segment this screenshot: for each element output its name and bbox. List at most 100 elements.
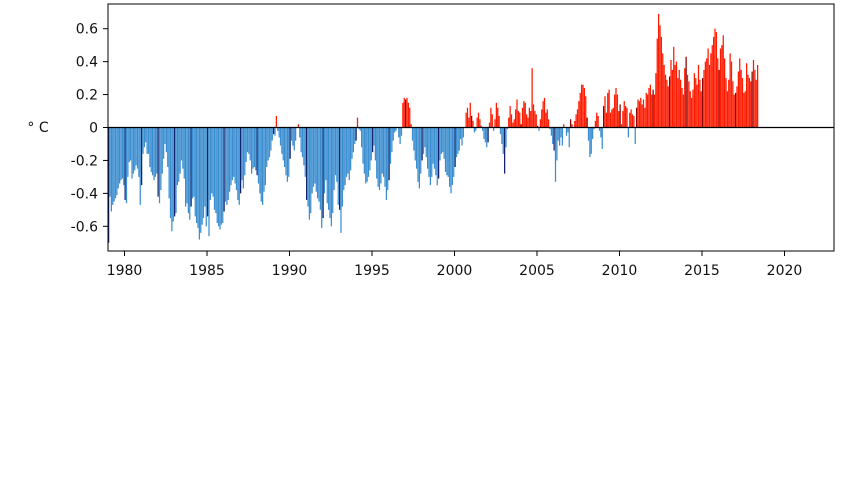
bar (567, 127, 569, 133)
bar (743, 92, 745, 128)
bar (267, 127, 269, 161)
bar (748, 78, 751, 128)
bar (663, 64, 665, 128)
bar (477, 112, 480, 128)
bar (135, 127, 137, 166)
bar (629, 112, 631, 128)
bar (633, 115, 635, 128)
bar (279, 127, 282, 146)
bar (202, 127, 205, 219)
bar (223, 127, 225, 212)
bar (329, 127, 331, 219)
bar (454, 127, 456, 168)
bar (286, 127, 289, 182)
bar (253, 127, 256, 168)
x-tick-label: 1985 (189, 263, 225, 279)
bar (685, 56, 687, 128)
bar (161, 127, 163, 174)
bar (559, 127, 561, 146)
bar (257, 127, 260, 184)
bar (424, 127, 426, 148)
bar (519, 112, 521, 128)
bar (636, 107, 638, 128)
bar (680, 79, 682, 128)
bar (508, 117, 510, 128)
bar (581, 84, 583, 128)
bar (699, 79, 701, 128)
bar (571, 124, 573, 128)
bar (531, 68, 533, 128)
bar (649, 84, 652, 128)
bar (380, 127, 382, 184)
y-axis-label: ° C (27, 120, 48, 136)
bar (728, 79, 730, 128)
bar (132, 127, 135, 174)
bar (471, 115, 473, 128)
bar (446, 127, 448, 176)
bar (117, 127, 119, 189)
bar (443, 127, 445, 159)
bar (190, 127, 192, 207)
bar (755, 79, 757, 128)
bar (611, 109, 613, 128)
bar (689, 91, 691, 128)
x-tick-label: 2020 (767, 263, 803, 279)
bar (625, 106, 627, 128)
bar (597, 115, 599, 128)
bar (231, 127, 234, 181)
bar (174, 127, 176, 217)
bar (671, 69, 674, 128)
bar (208, 127, 210, 237)
y-tick-label: -0.2 (71, 153, 98, 169)
bar (114, 127, 117, 199)
bar (623, 101, 625, 128)
bar (289, 127, 291, 159)
bar (310, 127, 312, 214)
bar (660, 36, 663, 128)
bar (427, 127, 429, 169)
bar (498, 115, 500, 128)
bar (747, 74, 749, 128)
bar (440, 127, 443, 154)
bar (409, 107, 411, 128)
bar (381, 127, 383, 174)
bar (414, 127, 416, 161)
bar (659, 25, 661, 128)
bar (589, 127, 591, 158)
bar (370, 127, 372, 161)
bar (362, 127, 364, 164)
bar (538, 127, 540, 131)
bar (664, 74, 667, 128)
bar (237, 127, 239, 200)
bar (605, 112, 608, 128)
bar (226, 127, 228, 205)
bar (487, 127, 489, 143)
bar (347, 127, 349, 174)
bar (399, 127, 401, 144)
bar (235, 127, 238, 191)
bar (172, 127, 174, 222)
bar (352, 127, 355, 153)
bar (245, 127, 247, 163)
y-tick-label: 0 (89, 121, 98, 137)
bar (568, 127, 570, 148)
bar (719, 48, 722, 128)
bar (153, 127, 155, 181)
bar (576, 109, 579, 128)
bar (187, 127, 190, 214)
bar (479, 119, 481, 128)
bar (290, 127, 293, 141)
bar (201, 127, 203, 225)
bar (592, 127, 594, 140)
bar (435, 127, 437, 176)
bar (528, 107, 531, 128)
bar (131, 127, 133, 179)
bar (260, 127, 262, 202)
bar (662, 53, 664, 128)
bar (586, 117, 588, 128)
bar (152, 127, 154, 176)
bar (692, 89, 694, 128)
bar (175, 127, 177, 214)
